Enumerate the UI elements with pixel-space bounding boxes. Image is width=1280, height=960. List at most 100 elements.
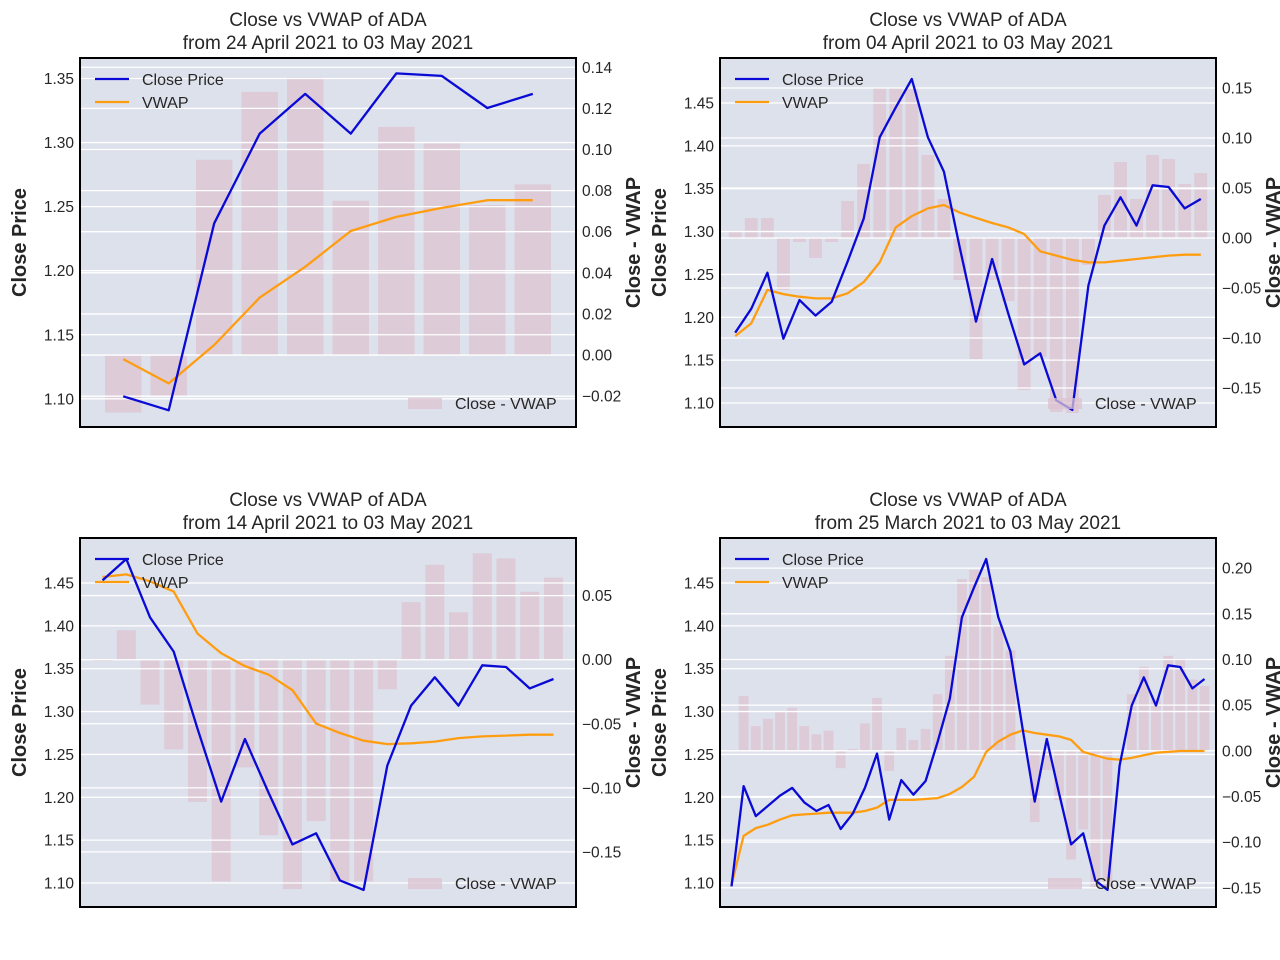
subplot-3: 1.101.151.201.251.301.351.401.45−0.15−0.… [9,490,645,908]
bar [1146,155,1160,238]
bar [241,91,278,356]
right-tick-label: 0.00 [1222,231,1253,248]
legend-vwap-label: VWAP [782,95,829,112]
vwap-line [730,729,1205,885]
legend-close-label: Close Price [142,72,224,89]
left-tick-label: 1.15 [684,353,714,370]
bar [896,727,907,751]
bar [847,748,858,751]
bar [1126,694,1137,751]
subplot-subtitle: from 04 April 2021 to 03 May 2021 [823,33,1113,54]
left-tick-label: 1.35 [44,71,74,88]
right-axis-ticks: −0.15 −0.10 −0.05 0.00 0.05 [582,588,622,861]
right-tick-label: 0.00 [582,652,613,669]
bar [116,630,136,660]
legend-bar-swatch [408,878,442,889]
legend-bar-label: Close - VWAP [455,396,557,413]
right-tick-label: 0.15 [1222,606,1252,623]
gridlines [720,567,1216,889]
bar [1078,750,1089,830]
subplot-title: Close vs VWAP of ADA [869,10,1067,31]
left-tick-label: 1.40 [684,618,715,635]
subplot-2: 1.101.151.201.251.301.351.401.45−0.15−0.… [649,10,1280,428]
bar [306,659,326,822]
bar [1033,238,1047,357]
left-tick-label: 1.35 [684,661,714,678]
bar [1199,685,1210,751]
right-tick-label: 0.14 [582,60,613,77]
bar [332,200,369,356]
right-tick-label: 0.08 [582,183,612,200]
bar [953,238,967,280]
subplot-title: Close vs VWAP of ADA [229,490,427,511]
bar [787,707,798,751]
left-tick-label: 1.35 [684,181,714,198]
legend-vwap-label: VWAP [782,575,829,592]
left-tick-label: 1.40 [44,618,75,635]
bar [957,579,967,751]
legend-close-label: Close Price [142,552,224,569]
left-tick-label: 1.25 [684,267,714,284]
bar [378,126,415,356]
bar [543,577,563,660]
bar [1098,195,1111,238]
right-tick-label: 0.12 [582,101,612,118]
subplot-subtitle: from 24 April 2021 to 03 May 2021 [183,33,473,54]
right-tick-label: 0.00 [1222,743,1253,760]
right-axis-ticks: −0.15 −0.10 −0.05 0.00 0.05 0.10 0.15 [1222,81,1262,398]
close-price-line [122,72,534,412]
left-tick-label: 1.10 [44,876,75,893]
left-tick-label: 1.15 [44,833,74,850]
legend-close-label: Close Price [782,72,864,89]
close-price-line [734,77,1202,412]
bar [889,88,903,238]
bar [282,659,302,890]
bar [1005,650,1016,751]
bar [969,238,983,359]
bar [425,564,445,660]
bar [196,159,233,356]
bar [835,750,846,769]
bar [825,238,838,242]
bar [1151,699,1161,751]
gridlines [80,66,576,400]
subplot-4: 1.101.151.201.251.301.351.401.45−0.15−0.… [649,490,1280,908]
left-tick-label: 1.25 [44,199,74,216]
bar [728,232,742,238]
close-price-line [730,557,1206,892]
bar [287,77,324,356]
left-axis-ticks: 1.10 1.15 1.20 1.25 1.30 1.35 1.40 1.45 [44,576,75,893]
bar [932,694,943,751]
right-tick-label: 0.10 [1222,652,1253,669]
left-axis-ticks: 1.10 1.15 1.20 1.25 1.30 1.35 1.40 1.45 [684,96,715,413]
left-axis-ticks: 1.10 1.15 1.20 1.25 1.30 1.35 [44,71,75,408]
legend-bar-label: Close - VWAP [1095,876,1197,893]
right-tick-label: −0.05 [1222,789,1261,806]
right-tick-label: −0.15 [582,844,621,861]
bar [921,155,935,238]
legend-vwap-label: VWAP [142,575,189,592]
bar [857,164,871,238]
plot-border [79,57,577,428]
right-axis-label: Close - VWAP [623,177,645,308]
bar [1178,184,1192,238]
bar [776,238,790,290]
bar [809,238,822,258]
right-tick-label: 0.20 [1222,561,1253,578]
right-tick-label: −0.15 [1222,880,1261,897]
right-tick-label: 0.04 [582,265,613,282]
right-tick-label: 0.06 [582,224,612,241]
left-tick-label: 1.10 [684,396,715,413]
bar-legend: Close - VWAP [408,396,557,413]
bar [211,659,231,882]
bar [811,734,822,751]
left-tick-label: 1.20 [44,790,75,807]
left-axis-ticks: 1.10 1.15 1.20 1.25 1.30 1.35 1.40 1.45 [684,576,715,893]
bar [1049,238,1063,412]
bar [1017,238,1031,390]
bar [259,659,279,836]
bar [884,750,895,771]
line-legend: Close Price VWAP [735,552,864,592]
close-minus-vwap-bars [726,569,1210,888]
left-axis-label: Close Price [9,188,31,297]
